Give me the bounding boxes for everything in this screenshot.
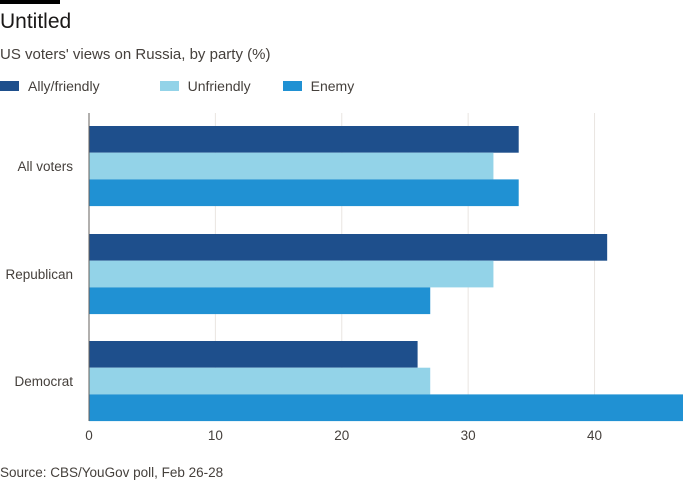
bar-all-voters-ally-friendly (89, 126, 519, 153)
bar-democrat-unfriendly (89, 367, 431, 395)
legend-item-enemy: Enemy (282, 78, 355, 94)
x-tick-label: 30 (461, 428, 476, 443)
chart-title: Untitled (0, 10, 72, 33)
source-note: Source: CBS/YouGov poll, Feb 26-28 (0, 465, 224, 480)
bar-republican-unfriendly (89, 260, 494, 288)
legend-label-enemy: Enemy (310, 78, 355, 94)
x-tick-label: 40 (587, 428, 602, 443)
top-accent-bar (0, 0, 60, 4)
x-tick-label: 20 (334, 428, 349, 443)
bar-democrat-enemy (89, 394, 683, 422)
bar-republican-ally-friendly (89, 234, 608, 261)
legend-swatch-enemy (282, 81, 302, 91)
bar-all-voters-enemy (89, 179, 519, 207)
category-label: Republican (5, 267, 73, 282)
legend-label-unfriendly: Unfriendly (187, 78, 251, 94)
bar-all-voters-unfriendly (89, 152, 494, 180)
chart-subtitle: US voters' views on Russia, by party (%) (0, 46, 271, 63)
legend-swatch-ally (0, 81, 19, 91)
legend: Ally/friendly Unfriendly Enemy (0, 78, 386, 94)
legend-swatch-unfriendly (159, 81, 179, 91)
bar-republican-enemy (89, 287, 431, 315)
legend-item-unfriendly: Unfriendly (159, 78, 251, 94)
legend-label-ally: Ally/friendly (28, 78, 100, 94)
bar-democrat-ally-friendly (89, 341, 418, 368)
x-tick-label: 10 (208, 428, 223, 443)
x-tick-label: 0 (85, 428, 93, 443)
category-label: All voters (17, 159, 73, 174)
category-label: Democrat (14, 374, 73, 389)
legend-item-ally: Ally/friendly (0, 78, 100, 94)
bar-chart: 0 10 20 30 40 All voters Republican Democrat (5, 113, 683, 443)
